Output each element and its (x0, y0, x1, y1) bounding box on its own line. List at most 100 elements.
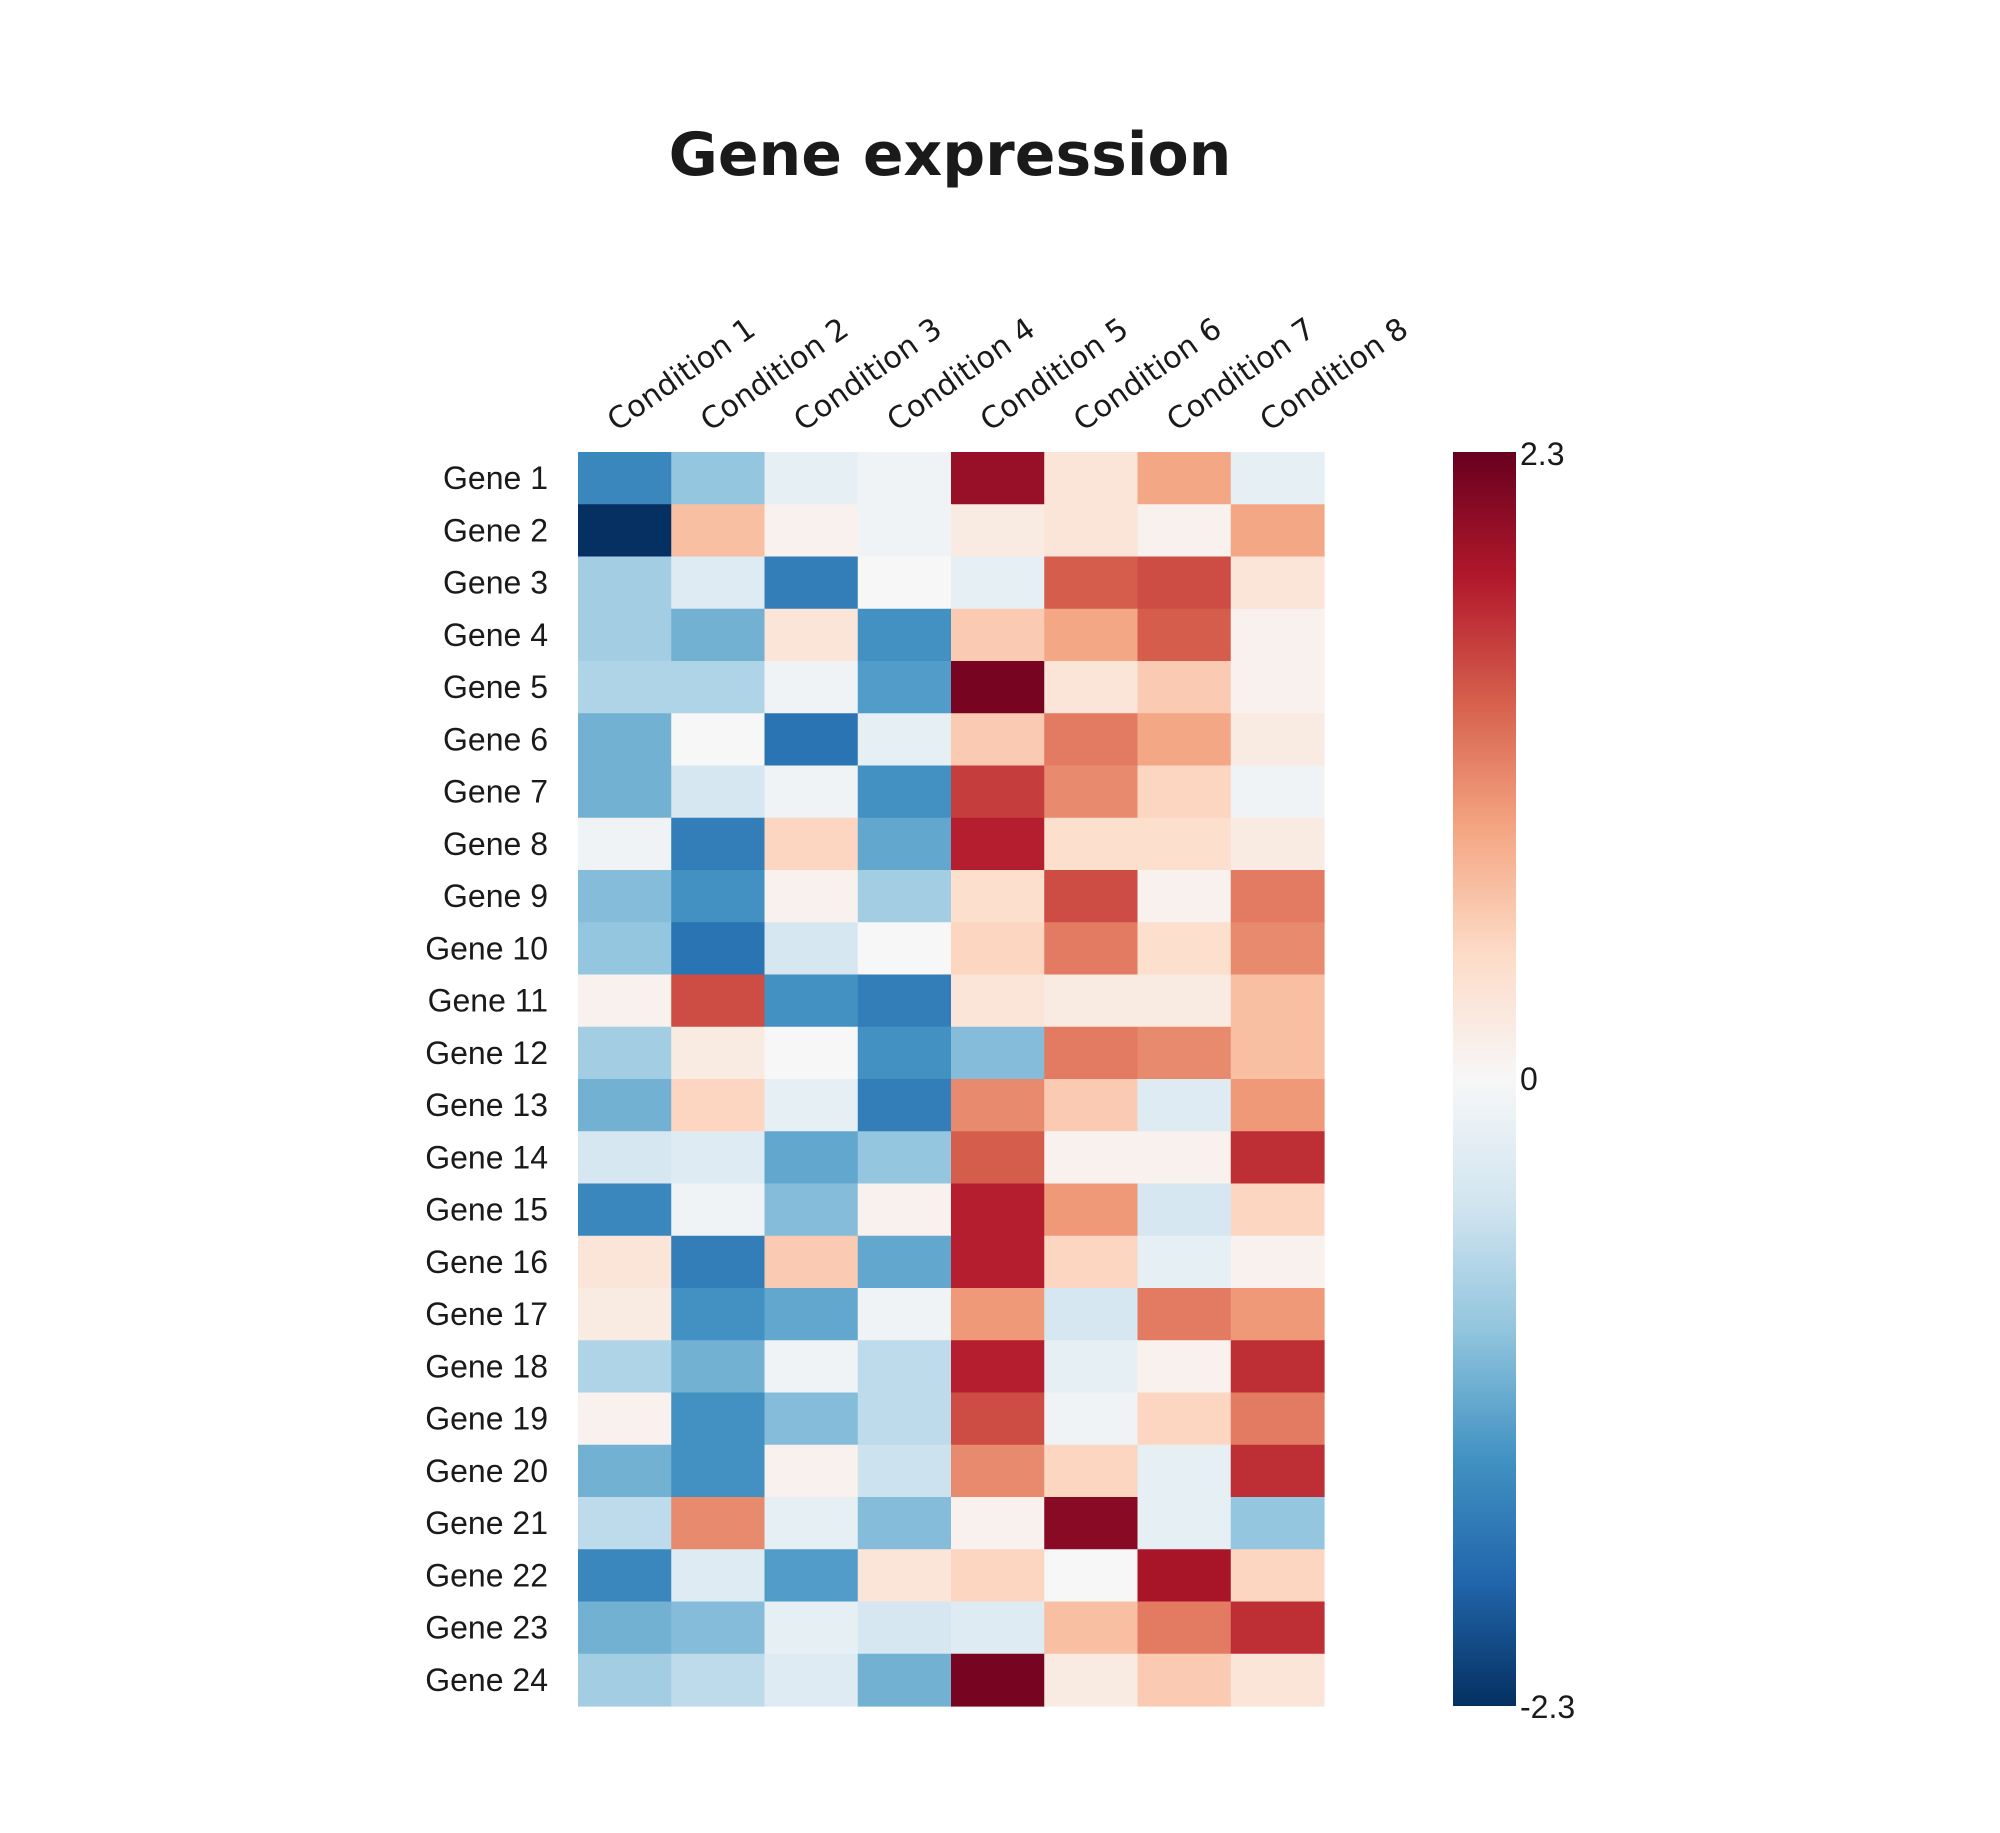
heatmap-cell (1230, 1235, 1325, 1289)
row-label: Gene 7 (443, 774, 548, 810)
colorbar-gradient (1453, 452, 1516, 1706)
heatmap-cell (1044, 1497, 1139, 1550)
colorbar: 2.3 0 -2.3 (1453, 436, 1575, 1725)
heatmap-cell (671, 713, 766, 767)
heatmap-cell (951, 1549, 1045, 1603)
heatmap-cell (1137, 504, 1232, 558)
heatmap-cell (951, 765, 1045, 819)
heatmap-cell (1137, 1549, 1232, 1603)
heatmap-cell (1137, 713, 1232, 767)
row-label: Gene 22 (425, 1557, 548, 1593)
heatmap-cell (951, 1026, 1045, 1080)
heatmap-cell (1230, 765, 1325, 819)
heatmap-cell (857, 1653, 952, 1707)
heatmap-cell (1137, 1235, 1232, 1289)
row-label: Gene 10 (425, 930, 548, 966)
heatmap-cell (1044, 1653, 1139, 1707)
row-label: Gene 17 (425, 1296, 548, 1332)
heatmap-cell (671, 1235, 766, 1289)
heatmap-cell (857, 1235, 952, 1289)
heatmap-cell (578, 1079, 672, 1132)
heatmap-cell (1044, 1183, 1139, 1237)
heatmap-cell (1137, 608, 1232, 662)
heatmap-cell (1137, 1653, 1232, 1707)
chart-title: Gene expression (669, 120, 1232, 190)
heatmap-cell (671, 1288, 766, 1341)
heatmap-cell (764, 452, 859, 505)
heatmap-cell (1230, 1026, 1325, 1080)
heatmap-cell (1230, 1392, 1325, 1446)
heatmap-cell (671, 974, 766, 1028)
heatmap-cell (951, 817, 1045, 871)
heatmap-cell (578, 1653, 672, 1707)
heatmap-cell (764, 1653, 859, 1707)
heatmap-cell (671, 556, 766, 610)
heatmap-cell (1230, 1444, 1325, 1498)
heatmap-cell (1230, 661, 1325, 714)
heatmap-cell (1044, 974, 1139, 1028)
heatmap-cell (1230, 1183, 1325, 1237)
heatmap-cell (1230, 556, 1325, 610)
heatmap-cell (764, 1392, 859, 1446)
heatmap-cell (1137, 556, 1232, 610)
heatmap-cell (1137, 1392, 1232, 1446)
heatmap-cell (1137, 1183, 1232, 1237)
heatmap-cell (1137, 1444, 1232, 1498)
heatmap-cell (951, 1497, 1045, 1550)
heatmap-cell (1044, 452, 1139, 505)
heatmap-cell (1137, 817, 1232, 871)
heatmap-cell (857, 1601, 952, 1655)
heatmap-cell (1044, 1235, 1139, 1289)
heatmap-cell (671, 1653, 766, 1707)
colorbar-min-label: -2.3 (1520, 1689, 1575, 1725)
heatmap-cell (857, 817, 952, 871)
heatmap-cell (1137, 922, 1232, 976)
heatmap-cell (1137, 765, 1232, 819)
heatmap-cell (1230, 1079, 1325, 1132)
heatmap-cell (578, 1444, 672, 1498)
heatmap-cell (578, 1026, 672, 1080)
heatmap-cell (951, 556, 1045, 610)
heatmap-cell (764, 1026, 859, 1080)
heatmap-cell (1230, 974, 1325, 1028)
row-label: Gene 12 (425, 1035, 548, 1071)
heatmap-cell (764, 974, 859, 1028)
heatmap-cell (1230, 1288, 1325, 1341)
heatmap-cell (857, 1497, 952, 1550)
heatmap-cell (857, 713, 952, 767)
row-label: Gene 9 (443, 878, 548, 914)
heatmap-cell (951, 504, 1045, 558)
heatmap-cell (671, 452, 766, 505)
heatmap-cell (1230, 922, 1325, 976)
heatmap-cell (578, 1601, 672, 1655)
heatmap-cell (764, 556, 859, 610)
heatmap-cell (578, 870, 672, 923)
row-label: Gene 5 (443, 669, 548, 705)
heatmap-cell (1044, 765, 1139, 819)
heatmap-cell (951, 1079, 1045, 1132)
heatmap-cell (951, 1288, 1045, 1341)
heatmap-cell (764, 713, 859, 767)
heatmap-cell (951, 452, 1045, 505)
heatmap-cell (1044, 817, 1139, 871)
heatmap-cell (671, 1079, 766, 1132)
heatmap-cell (1044, 1392, 1139, 1446)
heatmap-cell (578, 1549, 672, 1603)
row-label: Gene 20 (425, 1453, 548, 1489)
row-label: Gene 14 (425, 1139, 548, 1175)
heatmap-cell (951, 1653, 1045, 1707)
heatmap-cell (1044, 1026, 1139, 1080)
row-label: Gene 8 (443, 826, 548, 862)
heatmap-cell (578, 452, 672, 505)
heatmap-cell (578, 1235, 672, 1289)
row-label: Gene 6 (443, 721, 548, 757)
heatmap-cell (1137, 661, 1232, 714)
heatmap-cell (1230, 1340, 1325, 1394)
heatmap-cell (1044, 556, 1139, 610)
heatmap-cell (857, 504, 952, 558)
heatmap-cell (671, 1026, 766, 1080)
heatmap-cell (671, 661, 766, 714)
heatmap-cell (951, 870, 1045, 923)
heatmap-cell (671, 1392, 766, 1446)
heatmap-cell (1137, 1497, 1232, 1550)
